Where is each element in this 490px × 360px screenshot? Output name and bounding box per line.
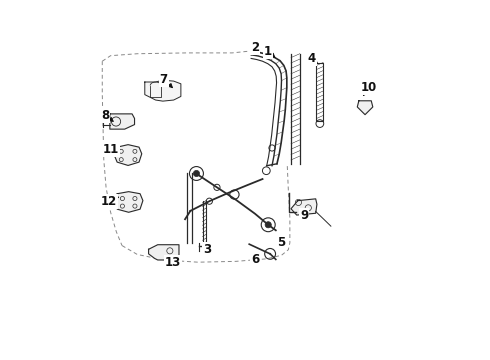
Circle shape bbox=[194, 170, 199, 176]
Text: 4: 4 bbox=[308, 52, 316, 65]
Text: 9: 9 bbox=[300, 208, 308, 221]
Polygon shape bbox=[291, 199, 317, 215]
Text: 1: 1 bbox=[264, 45, 272, 58]
Polygon shape bbox=[115, 145, 142, 166]
Polygon shape bbox=[148, 245, 179, 260]
Text: 12: 12 bbox=[100, 195, 117, 208]
Text: 8: 8 bbox=[101, 109, 109, 122]
Text: 13: 13 bbox=[165, 256, 181, 269]
Text: 10: 10 bbox=[361, 81, 377, 94]
Text: 6: 6 bbox=[251, 253, 259, 266]
Text: 7: 7 bbox=[160, 73, 168, 86]
Text: 2: 2 bbox=[251, 41, 259, 54]
Polygon shape bbox=[110, 114, 135, 129]
Text: 3: 3 bbox=[203, 243, 212, 256]
Polygon shape bbox=[145, 80, 181, 101]
Text: 5: 5 bbox=[277, 236, 286, 249]
Polygon shape bbox=[357, 101, 373, 114]
Circle shape bbox=[265, 222, 271, 228]
Text: 11: 11 bbox=[102, 143, 119, 157]
Polygon shape bbox=[115, 192, 143, 212]
